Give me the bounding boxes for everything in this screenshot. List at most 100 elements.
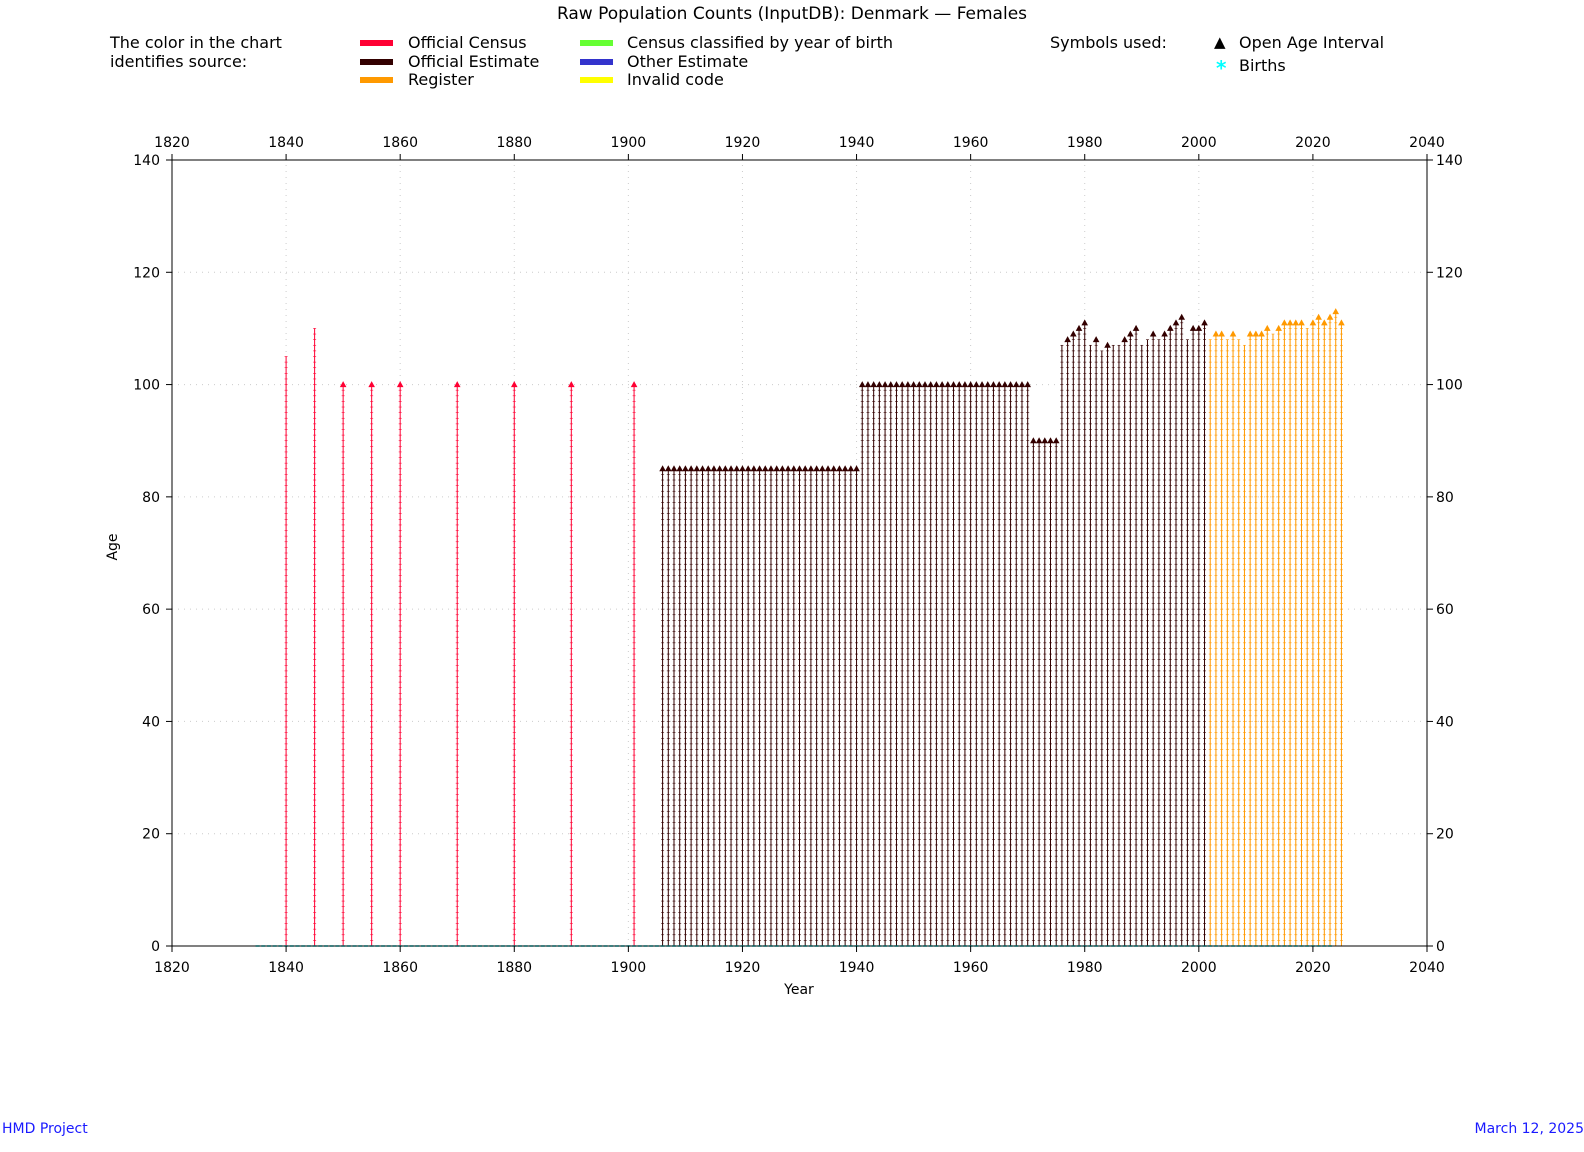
open-age-marker [1121, 336, 1128, 343]
open-age-marker [396, 381, 404, 388]
data-column [368, 381, 375, 947]
data-column [1081, 319, 1089, 947]
legend-label-official-estimate: Official Estimate [408, 52, 539, 71]
open-age-marker [1189, 324, 1197, 331]
open-age-triangle-icon: ▲ [1214, 33, 1226, 51]
data-column [1117, 344, 1121, 947]
open-age-marker [682, 465, 689, 472]
data-column [1070, 330, 1077, 947]
data-column [693, 465, 701, 947]
open-age-marker [659, 465, 666, 472]
data-column [1178, 313, 1186, 947]
open-age-marker [1104, 341, 1111, 348]
data-column [659, 465, 666, 947]
open-age-marker [1195, 324, 1203, 331]
open-age-marker [676, 465, 684, 472]
legend-intro-line2: identifies source: [110, 52, 282, 71]
open-age-marker [510, 381, 518, 388]
data-column [1132, 324, 1140, 947]
open-age-marker [1064, 336, 1071, 343]
data-column [1201, 319, 1208, 947]
data-column [1161, 330, 1168, 947]
legend-label-register: Register [408, 70, 474, 89]
data-column [682, 465, 689, 947]
open-age-marker [1127, 330, 1134, 337]
legend-swatch-other-estimate [580, 59, 613, 65]
data-column [1145, 339, 1149, 947]
data-column [676, 465, 684, 947]
data-column [1157, 339, 1161, 947]
data-column [1140, 344, 1144, 947]
data-column [716, 465, 723, 947]
legend-label-official-census: Official Census [408, 33, 527, 52]
open-age-marker [1081, 319, 1089, 326]
symbol-label-open-age: Open Age Interval [1239, 33, 1384, 52]
legend-swatch-official-estimate [360, 59, 393, 65]
open-age-marker [687, 465, 695, 472]
data-column [1075, 324, 1083, 947]
data-column [710, 465, 718, 947]
data-column [1189, 324, 1197, 947]
data-column [670, 465, 678, 947]
data-column [1100, 350, 1104, 947]
open-age-marker [568, 381, 575, 388]
open-age-marker [716, 465, 723, 472]
data-marks [255, 308, 1345, 947]
open-age-marker [1178, 313, 1186, 320]
data-column [396, 381, 404, 947]
open-age-marker [1075, 324, 1083, 331]
data-column [1121, 336, 1128, 947]
data-column [727, 465, 735, 947]
legend-swatch-invalid-code [580, 77, 613, 83]
data-column [1195, 324, 1203, 947]
births-asterisk-icon: * [1216, 56, 1226, 80]
data-column [1092, 336, 1100, 947]
data-column [704, 465, 712, 947]
data-column [1088, 344, 1092, 947]
symbol-label-births: Births [1239, 56, 1286, 75]
data-column [510, 381, 518, 947]
data-column [1064, 336, 1071, 947]
symbols-title: Symbols used: [1050, 33, 1167, 52]
data-column [453, 381, 461, 947]
open-age-marker [1172, 319, 1180, 326]
open-age-marker [339, 381, 347, 388]
data-column [687, 465, 695, 947]
legend-swatch-official-census [360, 40, 393, 46]
data-column [1185, 339, 1189, 947]
open-age-marker [1149, 330, 1157, 337]
open-age-marker [699, 465, 706, 472]
open-age-marker [693, 465, 701, 472]
data-column [568, 381, 575, 947]
open-age-marker [1201, 319, 1208, 326]
open-age-marker [1166, 324, 1174, 331]
data-column [1166, 324, 1174, 947]
open-age-marker [630, 381, 638, 388]
data-column [313, 328, 317, 947]
data-column [664, 465, 672, 947]
data-column [1060, 344, 1064, 947]
open-age-marker [710, 465, 718, 472]
data-column [630, 381, 638, 947]
legend-swatch-census-by-birth-year [580, 40, 613, 46]
data-column [339, 381, 347, 947]
open-age-marker [1161, 330, 1168, 337]
data-column [284, 356, 288, 947]
data-column [1127, 330, 1134, 947]
open-age-marker [670, 465, 678, 472]
legend-intro: The color in the chart identifies source… [110, 33, 282, 71]
data-column [1172, 319, 1180, 947]
open-age-marker [704, 465, 712, 472]
legend-label-census-by-birth-year: Census classified by year of birth [627, 33, 893, 52]
open-age-marker [1070, 330, 1077, 337]
open-age-marker [1132, 324, 1140, 331]
open-age-marker [368, 381, 375, 388]
chart-title: Raw Population Counts (InputDB): Denmark… [0, 4, 1584, 24]
open-age-marker [453, 381, 461, 388]
data-column [722, 465, 729, 947]
legend-intro-line1: The color in the chart [110, 33, 282, 52]
legend-label-other-estimate: Other Estimate [627, 52, 748, 71]
open-age-marker [1092, 336, 1100, 343]
data-column [1149, 330, 1157, 947]
